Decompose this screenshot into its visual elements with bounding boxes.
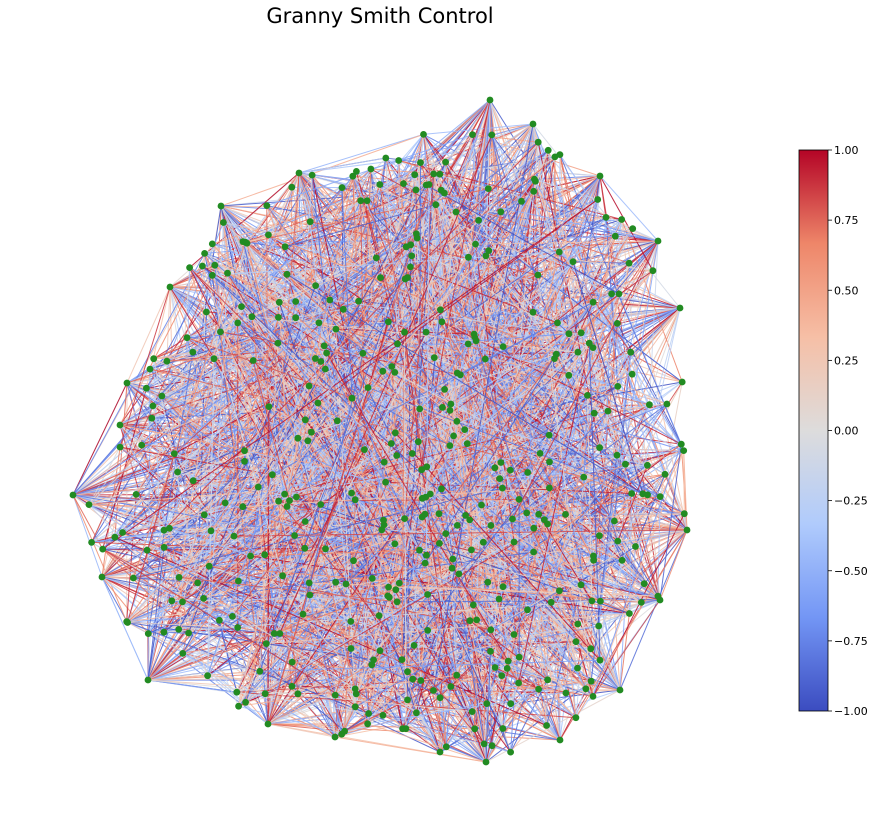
network-edge [72,494,128,622]
network-edge [510,689,621,705]
network-edge [659,529,688,601]
network-edge [643,381,683,584]
network-edge [72,494,103,578]
network-edge [166,286,171,362]
network-edge [500,175,601,213]
network-edge [298,157,386,174]
colorbar-tick-label: 0.75 [834,214,859,227]
network-edge [101,576,238,693]
colorbar-ticks: 1.00 0.75 0.50 0.25 0.00 −0.25 −0.50 −0.75 −1.00 [828,144,868,718]
colorbar-tick-label: 0.50 [834,284,859,297]
network-edge [599,175,659,242]
colorbar-tick-label: −0.50 [834,565,868,578]
network-edge [439,688,539,753]
colorbar-tick-label: 1.00 [834,144,859,157]
network-edge [298,133,424,174]
colorbar-gradient [798,149,829,712]
colorbar-tick-label: 0.25 [834,354,859,367]
network-edge [267,723,345,732]
network-edge [126,286,171,384]
network-edge [648,240,659,405]
network-edge [559,648,592,741]
network-edge [485,590,560,763]
network-edge [334,736,487,763]
page-title: Granny Smith Control [266,4,494,28]
network-edge [101,576,149,681]
colorbar-tick-label: −0.25 [834,495,868,508]
network-edge [101,286,171,578]
colorbar-tick-label: 0.00 [834,425,859,438]
colorbar-tick-label: −0.75 [834,635,868,648]
network-edge [72,382,128,496]
network-edge [147,679,237,693]
colorbar-tick-label: −1.00 [834,705,868,718]
network-edge [267,723,336,738]
network-edge [483,613,630,745]
network-edge [126,368,151,384]
